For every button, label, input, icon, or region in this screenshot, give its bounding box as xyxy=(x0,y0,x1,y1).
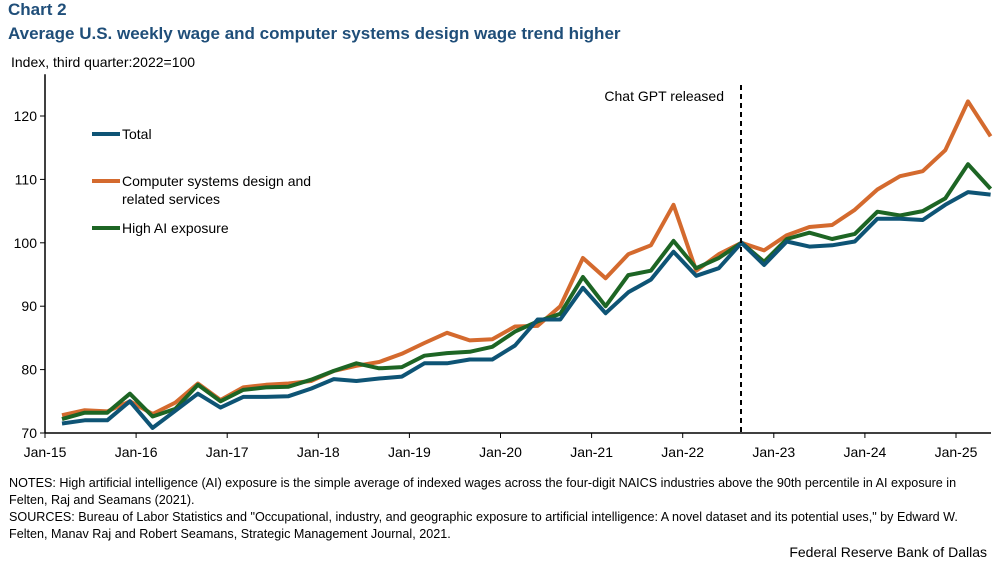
series-line-total xyxy=(61,190,991,430)
x-tick-label: Jan-22 xyxy=(661,444,704,460)
chatgpt-annotation: Chat GPT released xyxy=(604,88,724,104)
chart-label: Chart 2 xyxy=(8,0,67,19)
x-tick-label: Jan-17 xyxy=(206,444,249,460)
line-chart: 70 80 90 100 110 120 Jan-15 Jan-16 Jan-17 Jan-18 J… xyxy=(14,74,993,460)
y-tick-label: 70 xyxy=(21,425,37,441)
footer-credit: Federal Reserve Bank of Dallas xyxy=(789,544,987,560)
series-line-high-ai-exposure xyxy=(61,162,993,422)
x-tick-label: Jan-23 xyxy=(752,444,795,460)
y-axis-unit: Index, third quarter:2022=100 xyxy=(11,54,196,70)
chart-title: Average U.S. weekly wage and computer sy… xyxy=(8,24,621,43)
legend-label-high-ai: High AI exposure xyxy=(122,220,229,236)
notes-block: NOTES: High artificial intelligence (AI)… xyxy=(9,475,994,543)
x-tick-label: Jan-24 xyxy=(843,444,886,460)
x-tick-label: Jan-19 xyxy=(388,444,431,460)
y-tick-label: 110 xyxy=(15,171,38,187)
x-tick-label: Jan-21 xyxy=(570,444,613,460)
legend: Total Computer systems design and relate… xyxy=(92,126,311,236)
legend-label-computer-2: related services xyxy=(122,191,220,207)
x-tick-label: Jan-20 xyxy=(479,444,522,460)
y-tick-label: 80 xyxy=(21,362,37,378)
y-tick-label: 120 xyxy=(14,108,38,124)
series-line-computer-systems-design-and-related-services xyxy=(61,99,993,418)
x-tick-label: Jan-16 xyxy=(115,444,158,460)
legend-label-total: Total xyxy=(122,126,152,142)
sources-text: SOURCES: Bureau of Labor Statistics and … xyxy=(9,510,958,541)
legend-label-computer: Computer systems design and xyxy=(122,173,311,189)
notes-text: NOTES: High artificial intelligence (AI)… xyxy=(9,476,957,507)
y-tick-label: 100 xyxy=(14,235,38,251)
y-tick-label: 90 xyxy=(21,298,37,314)
x-tick-label: Jan-15 xyxy=(24,444,67,460)
x-tick-label: Jan-18 xyxy=(297,444,340,460)
x-tick-label: Jan-25 xyxy=(935,444,978,460)
